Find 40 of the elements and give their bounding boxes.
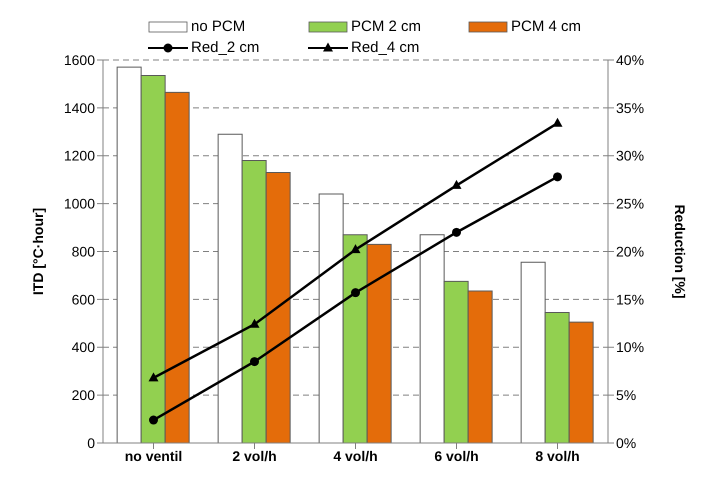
y-tick-label: 600 xyxy=(72,291,96,308)
point xyxy=(149,416,158,425)
y2-tick-label: 30% xyxy=(616,148,644,164)
point xyxy=(351,288,360,298)
y-axis-title: ITD [°C·hour] xyxy=(30,208,46,296)
point xyxy=(250,357,259,366)
x-tick-label: 8 vol/h xyxy=(535,448,580,464)
legend-label: Red_2 cm xyxy=(191,39,260,56)
y-tick-label: 0 xyxy=(87,434,96,451)
legend-label: Red_4 cm xyxy=(351,39,420,56)
point xyxy=(148,372,158,382)
y2-tick-label: 5% xyxy=(616,387,636,404)
point xyxy=(250,318,260,328)
y2-tick-label: 40% xyxy=(616,52,644,68)
x-tick-label: 6 vol/h xyxy=(434,448,479,464)
point xyxy=(452,228,461,237)
legend-label: PCM 2 cm xyxy=(351,18,422,35)
legend-label: no PCM xyxy=(191,18,246,35)
y-tick-label: 200 xyxy=(72,387,96,404)
y2-tick-label: 10% xyxy=(616,339,644,356)
legend-label: PCM 4 cm xyxy=(511,18,582,35)
y2-tick-label: 20% xyxy=(616,243,644,260)
y2-axis-title: Reduction [%] xyxy=(672,204,688,299)
y2-tick-label: 35% xyxy=(616,100,644,116)
x-tick-label: 2 vol/h xyxy=(232,448,277,464)
y-tick-label: 800 xyxy=(72,243,96,260)
y-tick-label: 1200 xyxy=(64,148,96,164)
y-tick-label: 1600 xyxy=(64,52,96,68)
x-tick-label: 4 vol/h xyxy=(333,448,378,464)
point xyxy=(553,172,562,182)
y-tick-label: 1400 xyxy=(64,100,96,116)
y-tick-label: 1000 xyxy=(64,196,96,212)
x-tick-label: no ventil xyxy=(124,448,182,464)
point xyxy=(452,180,462,189)
y2-tick-label: 15% xyxy=(616,291,644,308)
y2-tick-label: 0% xyxy=(616,434,636,451)
point xyxy=(350,244,360,254)
y-tick-label: 400 xyxy=(72,339,96,356)
y2-tick-label: 25% xyxy=(616,196,644,212)
point xyxy=(552,118,562,127)
